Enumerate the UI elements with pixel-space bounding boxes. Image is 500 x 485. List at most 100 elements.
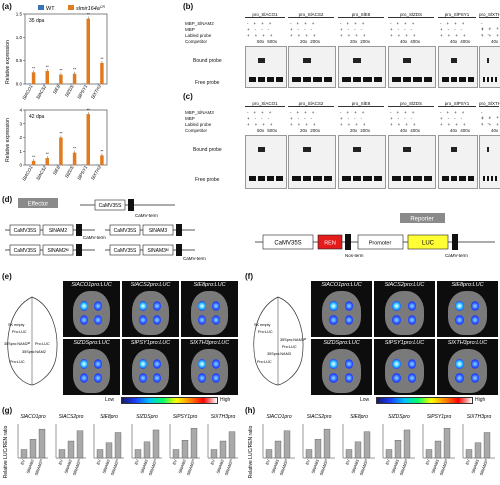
luc-bar-slnam2	[181, 439, 189, 459]
emsa-marks: -+++	[340, 110, 370, 115]
timepoint-42: 42 dpa	[29, 114, 45, 120]
a-ylabel-top: Relative expression	[5, 40, 11, 84]
emsa-competitor: 50x 500x	[257, 128, 277, 133]
emsa-row-label: MBP	[185, 116, 195, 121]
leaf-label: SlACO1pro:LUC	[321, 282, 362, 288]
emsa-promoter-title: pro_SlPSY1	[438, 12, 476, 18]
panel-label-g: (g)	[2, 406, 13, 415]
free-probe-band	[459, 176, 466, 181]
comp-low: 50x	[257, 39, 265, 44]
ytick-label: 0	[19, 163, 22, 168]
leaf-image-slaco1pro-luc: SlACO1pro:LUC	[310, 280, 373, 338]
luc-xlabel: SlNAM3ᴹ	[279, 459, 289, 476]
luc-bar-slnam3ᴹ	[483, 432, 491, 459]
luc-bar-slnam3ᴹ	[443, 428, 451, 459]
ytick-label: 1.5	[16, 12, 23, 17]
luc-spot	[344, 300, 354, 311]
comp-low: 40x	[400, 128, 408, 133]
term-1: CaMV-term	[135, 213, 158, 218]
leaf-e-text-2: 35Spro:NAM2ᴹ	[4, 342, 30, 346]
colorbar-f-low: Low	[360, 397, 370, 403]
panel-b-emsa: MBP_SlNAM2 MBP Labled probe Competitor Boun…	[183, 12, 500, 90]
free-probe-band	[491, 77, 493, 82]
bound-probe-band	[302, 147, 311, 152]
comp-high: 200x	[310, 39, 321, 44]
luc-spot	[198, 314, 207, 325]
luc-bar-ev	[465, 449, 473, 459]
luc-xlabel: SlNAM2ᴹ	[148, 459, 158, 476]
leaf-shape	[384, 291, 424, 335]
free-probe-band	[423, 176, 432, 181]
free-probe-band	[342, 176, 351, 181]
comp-low: 20x	[300, 128, 308, 133]
bar-slmir164a-slzds	[72, 73, 77, 84]
leaf-image-slxth3pro-luc: SlXTH3pro:LUC	[180, 338, 239, 396]
emsa-gel	[288, 135, 336, 189]
emsa-row-label: Labled probe	[185, 122, 212, 127]
luc-spot	[392, 300, 401, 311]
luc-xlabel: SlNAM3	[430, 458, 440, 474]
colorbar-f-high: High	[475, 397, 486, 403]
luc-spot	[153, 314, 162, 325]
luc-bar-slnam3ᴹ	[283, 430, 291, 459]
luc-xlabel: SlNAM3ᴹ	[359, 459, 369, 476]
emsa-gel	[388, 46, 436, 88]
sig-mark: **	[100, 56, 104, 61]
sig-mark: **	[73, 146, 77, 151]
free-probe-band	[487, 176, 489, 181]
ytick-label: 1	[19, 149, 22, 154]
panel-label-f: (f)	[245, 272, 253, 281]
leaf-shape	[73, 291, 110, 335]
luc-spot	[198, 358, 207, 369]
emsa-promoter-title: pro_SlACO1	[245, 12, 285, 18]
free-probe-band	[450, 176, 457, 181]
free-probe-band	[363, 176, 372, 181]
emsa-marks: -+++	[481, 21, 499, 31]
camv-box-5: CaMV35S	[114, 248, 137, 254]
emsa-marks: -+++	[440, 110, 470, 115]
leaf-image-slaco1pro-luc: SlACO1pro:LUC	[62, 280, 121, 338]
luc-xlabel: EV	[19, 458, 26, 465]
comp-low: 40x	[450, 128, 458, 133]
comp-high: 400x	[460, 39, 471, 44]
a-bot-yticks: 0 1 2 3 4	[19, 108, 25, 168]
emsa-row-label: Competitor	[185, 39, 208, 44]
comp-low: 40x	[400, 39, 408, 44]
emsa-marks: +---	[481, 27, 496, 37]
luc-bar-ev	[96, 449, 104, 459]
luc-spot	[329, 314, 338, 325]
emsa-row-label: Competitor	[185, 128, 208, 133]
leaf-label: SlZDSpro:LUC	[73, 340, 110, 346]
free-probe-band	[249, 176, 256, 181]
free-probe-band	[483, 77, 485, 82]
luc-spot	[139, 358, 148, 369]
luc-spot	[470, 314, 480, 325]
legend-wt-swatch	[38, 5, 44, 10]
luc-spot	[455, 358, 464, 369]
luc-spot	[94, 300, 103, 311]
luc-xlabel: EV	[424, 458, 431, 465]
luc-xlabel: SlNAM3ᴹ	[319, 459, 329, 476]
sig-mark: **	[59, 68, 63, 73]
luc-bar-ev	[58, 449, 66, 459]
sig-mark: **	[32, 154, 36, 159]
leaf-image-sle8pro-luc: SlE8pro:LUC	[436, 280, 499, 338]
leaf-label: SlPSY1pro:LUC	[384, 340, 425, 346]
luc-xlabel: EV	[464, 458, 471, 465]
timepoint-35: 35 dpa	[29, 18, 45, 24]
luc-spot	[392, 372, 401, 383]
free-probe-band	[258, 77, 265, 82]
free-probe-band	[467, 77, 474, 82]
leaf-image-slacs2pro-luc: SlACS2pro:LUC	[373, 280, 436, 338]
luc-bar-slnam2	[105, 442, 113, 459]
emsa-marks: -+++	[247, 110, 277, 115]
leaf-diagram-f: SK empty Pro:LUC 35Spro:NAM3ᴹ Pro:LUC 35…	[253, 296, 306, 386]
luc-spot	[139, 372, 148, 383]
luc-xlabel: SlNAM2ᴹ	[110, 459, 120, 476]
luc-xlabel: EV	[264, 458, 271, 465]
luc-bar-slnam3	[394, 439, 402, 459]
emsa-promoter-title: pro_SlACO1	[245, 101, 285, 107]
g-title-sle8pro: SlE8pro	[350, 414, 368, 420]
luc-bar-slnam3ᴹ	[403, 429, 411, 459]
